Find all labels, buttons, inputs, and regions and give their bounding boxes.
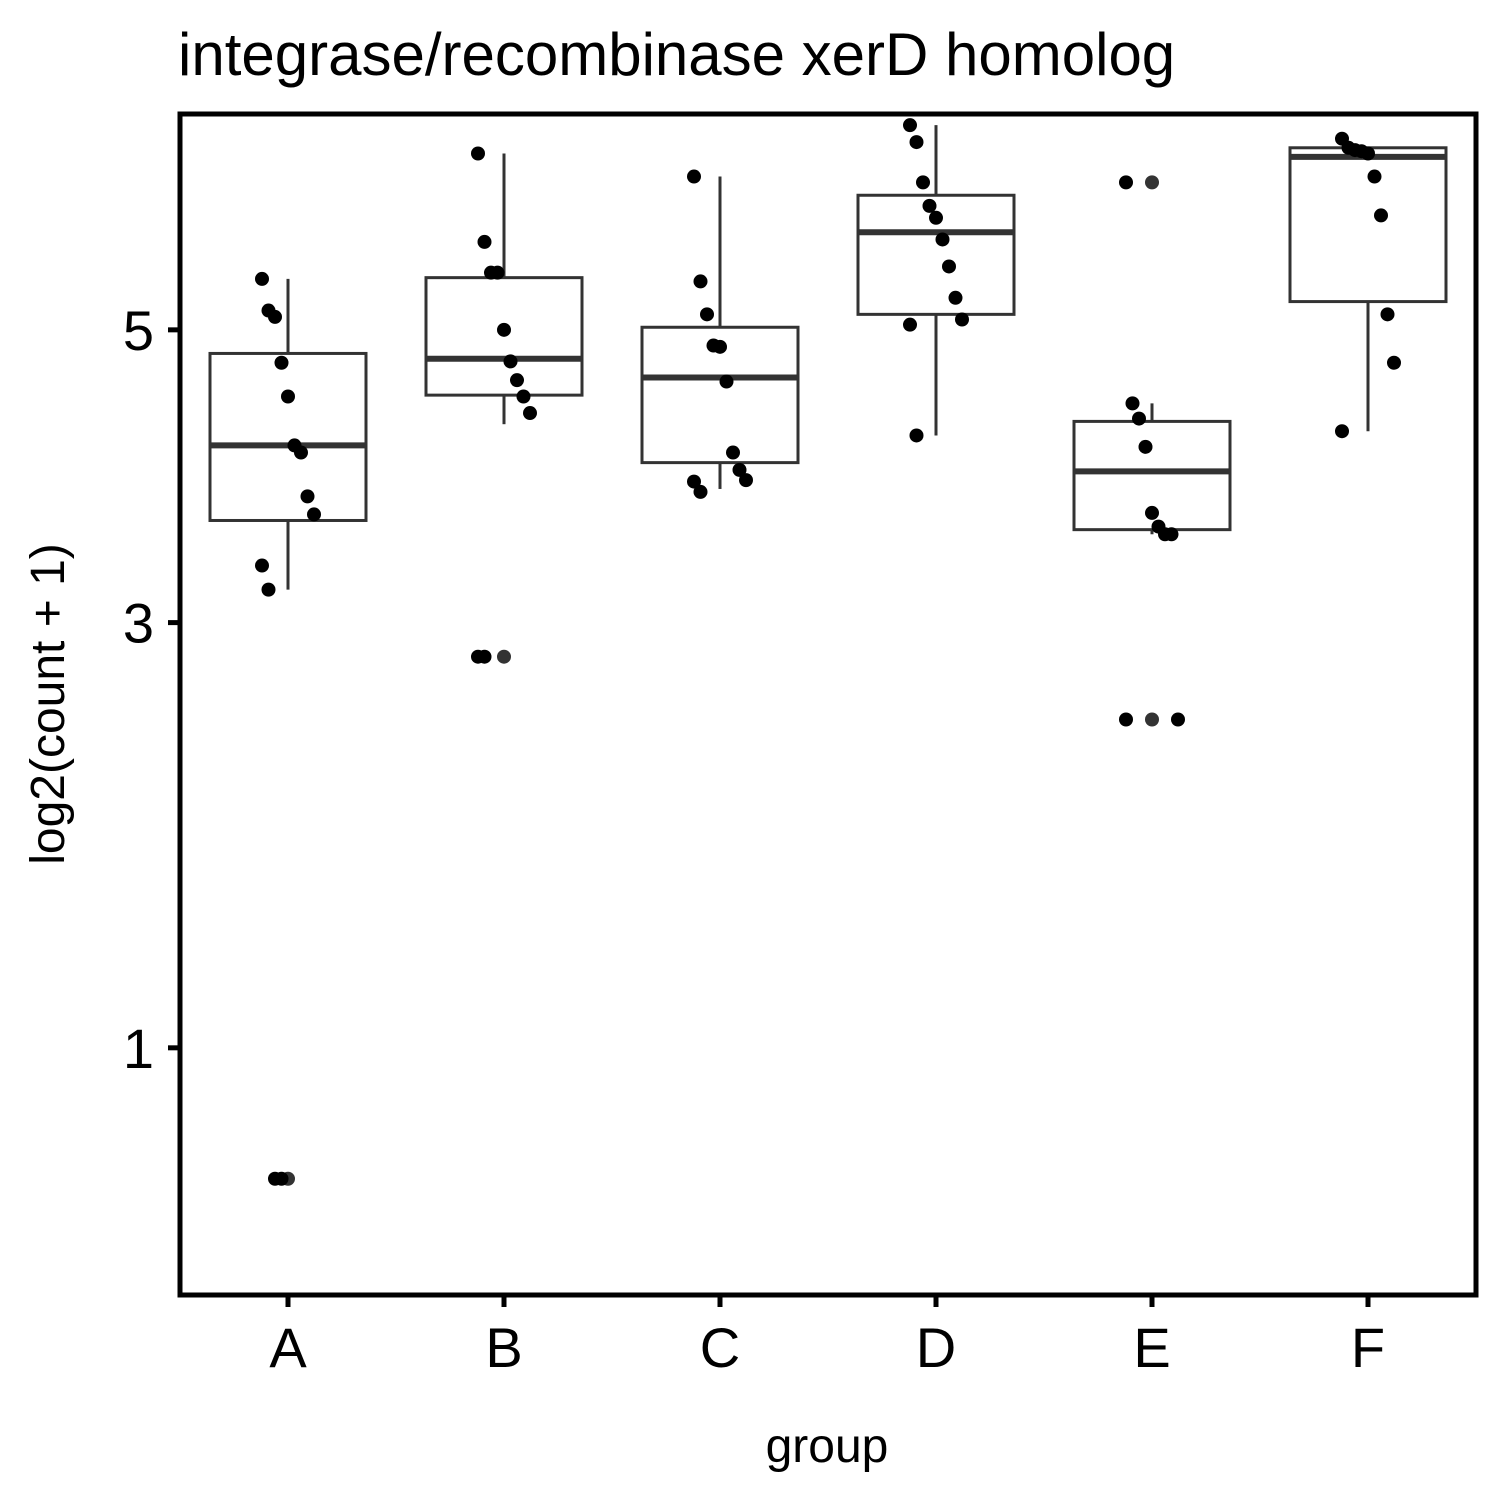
- data-point: [1119, 712, 1133, 727]
- y-axis: 1 3 5: [123, 299, 180, 1080]
- data-point: [1132, 411, 1146, 426]
- box-group-C: [640, 169, 800, 499]
- x-tick-label: F: [1351, 1316, 1385, 1379]
- data-point: [700, 307, 714, 322]
- data-point: [274, 355, 289, 370]
- data-point: [739, 473, 753, 488]
- data-point: [1171, 712, 1185, 727]
- y-tick-label: 5: [123, 299, 154, 362]
- x-axis-label: group: [766, 1420, 889, 1473]
- x-tick-label: D: [916, 1316, 956, 1379]
- data-point: [503, 354, 518, 369]
- data-point: [942, 259, 956, 274]
- outlier-point: [1145, 175, 1159, 190]
- plot-panel-border: [177, 111, 1479, 1298]
- data-point: [510, 373, 524, 388]
- data-point: [1367, 169, 1382, 184]
- data-point: [523, 406, 537, 421]
- data-point: [1145, 505, 1159, 520]
- data-point: [268, 309, 282, 324]
- data-point: [909, 135, 924, 150]
- data-point: [955, 312, 969, 327]
- data-point: [948, 290, 963, 305]
- data-point: [732, 462, 747, 477]
- box-group-F: [1288, 131, 1448, 439]
- x-tick-label: E: [1133, 1316, 1170, 1379]
- data-point: [281, 389, 295, 404]
- box-group-B: [424, 146, 584, 664]
- data-point: [1125, 396, 1140, 411]
- data-point: [255, 271, 269, 286]
- box-group-A: [208, 271, 368, 1186]
- chart-title: integrase/recombinase xerD homolog: [178, 21, 1175, 88]
- data-point: [1380, 307, 1395, 322]
- data-point: [1387, 355, 1401, 370]
- data-point: [687, 169, 701, 184]
- data-point: [300, 489, 315, 504]
- data-point: [719, 374, 734, 389]
- x-tick-label: C: [700, 1316, 740, 1379]
- data-point: [922, 198, 937, 213]
- data-point: [935, 232, 950, 247]
- data-point: [477, 234, 492, 249]
- data-point: [1119, 175, 1133, 190]
- outlier-point: [1145, 712, 1159, 727]
- data-point: [1374, 208, 1388, 223]
- data-point: [903, 118, 917, 133]
- x-axis: A B C D E F: [269, 1295, 1385, 1379]
- box-iqr: [208, 351, 368, 522]
- data-point: [490, 265, 505, 280]
- data-point: [261, 582, 276, 597]
- data-point: [909, 428, 924, 443]
- data-point: [1361, 146, 1375, 161]
- data-point: [713, 339, 727, 354]
- data-point: [693, 274, 708, 289]
- y-tick-label: 1: [123, 1017, 154, 1080]
- data-point: [1138, 439, 1153, 454]
- box-iqr: [856, 193, 1016, 316]
- data-point: [477, 649, 492, 664]
- box-group-D: [856, 118, 1016, 443]
- data-point: [471, 146, 485, 161]
- data-point: [903, 317, 917, 332]
- box-group-E: [1072, 175, 1232, 727]
- data-point: [693, 484, 708, 499]
- data-point: [929, 210, 943, 225]
- data-point: [1335, 424, 1349, 439]
- y-axis-label: log2(count + 1): [22, 543, 75, 865]
- outlier-point: [497, 649, 511, 664]
- y-tick-label: 3: [123, 592, 154, 655]
- data-point: [255, 558, 269, 573]
- data-point: [687, 474, 701, 489]
- data-point: [294, 445, 308, 460]
- data-point: [307, 507, 321, 522]
- plot-area: [208, 118, 1448, 1186]
- data-point: [497, 322, 511, 337]
- box-iqr: [1288, 146, 1448, 304]
- data-point: [916, 175, 930, 190]
- x-tick-label: A: [269, 1316, 307, 1379]
- data-point: [1164, 527, 1179, 542]
- x-tick-label: B: [485, 1316, 522, 1379]
- data-point: [516, 389, 531, 404]
- data-point: [726, 445, 740, 460]
- data-point: [274, 1171, 289, 1186]
